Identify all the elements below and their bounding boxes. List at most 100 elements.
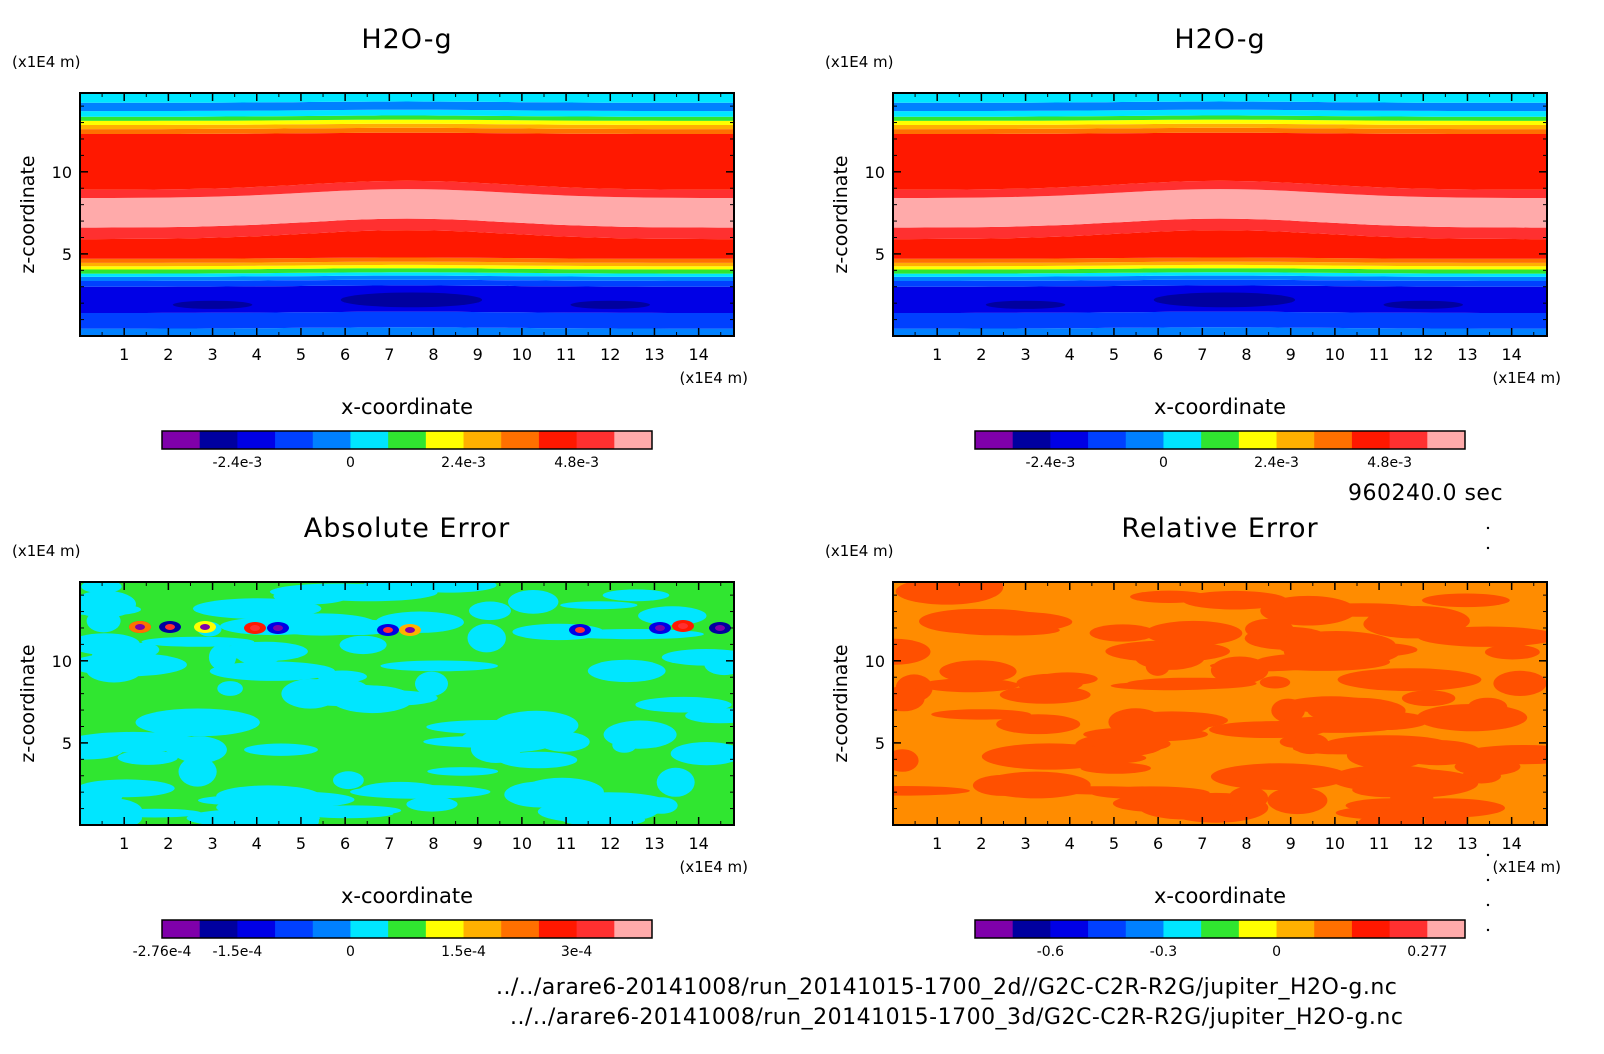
contour-patch-85 — [895, 582, 999, 605]
contour-band-4 — [893, 275, 1547, 281]
contour-patch-38 — [1144, 620, 1243, 646]
contour-band-14 — [80, 132, 734, 190]
panel-2: Absolute Error(x1E4 m)1 2 3 4 5 6 7 8 9 10 11 12 13 1… — [12, 513, 748, 960]
contour-patch-40 — [635, 696, 732, 713]
contour-blip-1 — [609, 93, 646, 102]
contour-band-10 — [80, 230, 734, 259]
x-tick-label: 6 — [1153, 345, 1163, 364]
colorbar-swatch — [1012, 431, 1051, 449]
x-tick-label: 8 — [428, 834, 438, 853]
contour-patch-23 — [80, 805, 142, 825]
contour-patch-62 — [538, 731, 590, 752]
y-unit-label: (x1E4 m) — [825, 542, 894, 560]
x-tick-label: 7 — [1197, 345, 1207, 364]
contour-patch-63 — [932, 609, 1050, 636]
contour-patch-94 — [1210, 660, 1316, 672]
x-tick-label: 4 — [1065, 834, 1075, 853]
contour-patch-27 — [108, 808, 202, 818]
contour-patch-87 — [127, 642, 160, 657]
x-unit-label: (x1E4 m) — [679, 369, 748, 387]
contour-patch-48 — [380, 660, 499, 672]
contour-patch-75 — [299, 583, 438, 602]
contour-patch-12 — [508, 590, 559, 614]
colorbar-swatch — [312, 920, 351, 938]
colorbar-swatch — [1163, 920, 1202, 938]
contour-band-17 — [893, 119, 1547, 125]
contour-patch-46 — [704, 653, 734, 676]
x-axis-label: x-coordinate — [341, 884, 473, 908]
colorbar-swatch — [162, 920, 201, 938]
x-tick-label: 11 — [556, 834, 576, 853]
contour-band-16 — [893, 123, 1547, 130]
contour-patch-90 — [244, 743, 318, 756]
panel-title: Relative Error — [1121, 513, 1318, 544]
colorbar-swatch — [1163, 431, 1202, 449]
x-tick-label: 8 — [428, 345, 438, 364]
contour-patch-24 — [560, 601, 638, 610]
contour-patch-44 — [469, 601, 511, 621]
colorbar-tick-label: 3e-4 — [561, 944, 593, 960]
y-unit-label: (x1E4 m) — [12, 542, 81, 560]
colorbar-swatch — [388, 920, 427, 938]
contour-blip-0 — [172, 93, 209, 102]
y-tick-label: 10 — [52, 652, 72, 671]
colorbar-tick-label: -2.76e-4 — [133, 944, 192, 960]
x-axis-label: x-coordinate — [1154, 884, 1286, 908]
contour-patch-42 — [612, 737, 637, 753]
x-tick-label: 2 — [976, 345, 986, 364]
colorbar-swatch — [199, 431, 238, 449]
contour-spot-core-3 — [200, 624, 210, 630]
x-axis-label: x-coordinate — [341, 395, 473, 419]
contour-band-20 — [893, 101, 1547, 112]
contour-patch-70 — [1226, 792, 1263, 808]
contour-band-10 — [893, 230, 1547, 259]
contour-patch-71 — [1116, 711, 1228, 730]
contour-patch-49 — [209, 661, 335, 681]
colorbar-swatch — [1088, 431, 1127, 449]
x-tick-label: 3 — [1020, 345, 1030, 364]
contour-band-3 — [80, 279, 734, 287]
contour-patch-89 — [285, 684, 411, 707]
contour-band-5 — [893, 272, 1547, 277]
x-tick-label: 9 — [1286, 345, 1296, 364]
x-unit-label: (x1E4 m) — [1492, 858, 1561, 876]
colorbar-swatch — [275, 431, 314, 449]
contour-patch-93 — [1225, 721, 1327, 738]
x-tick-label: 14 — [688, 345, 708, 364]
plot-area — [893, 582, 1547, 825]
contour-patch-29 — [670, 742, 734, 766]
x-tick-label: 10 — [512, 345, 532, 364]
contour-spot-core-2 — [165, 624, 175, 630]
plot-area — [893, 93, 1547, 336]
contour-lens-3 — [1383, 300, 1464, 309]
edge-dot-2 — [1486, 853, 1490, 857]
colorbar-tick-label: 0 — [346, 455, 355, 471]
x-tick-label: 6 — [340, 834, 350, 853]
contour-patch-68 — [504, 781, 577, 808]
x-tick-label: 9 — [473, 345, 483, 364]
colorbar-swatch — [1427, 431, 1466, 449]
colorbar-swatch — [1314, 431, 1353, 449]
contour-band-14 — [893, 132, 1547, 190]
contour-band-12 — [893, 189, 1547, 228]
colorbar-tick-label: 0 — [346, 944, 355, 960]
x-tick-label: 1 — [932, 345, 942, 364]
contour-band-21 — [893, 93, 1547, 103]
contour-patch-83 — [1417, 626, 1547, 647]
colorbar-tick-label: 1.5e-4 — [441, 944, 486, 960]
colorbar-tick-label: 0 — [1159, 455, 1168, 471]
colorbar-swatch — [1389, 920, 1428, 938]
x-tick-label: 7 — [1197, 834, 1207, 853]
y-axis-label: z-coordinate — [17, 644, 39, 762]
y-tick-label: 5 — [62, 245, 72, 264]
x-tick-label: 4 — [252, 345, 262, 364]
x-tick-label: 12 — [600, 834, 620, 853]
x-tick-label: 7 — [384, 834, 394, 853]
contour-patch-90 — [1307, 697, 1406, 724]
contour-patch-59 — [1089, 624, 1156, 642]
contour-blip-1 — [1422, 93, 1459, 102]
colorbar-tick-label: -2.4e-3 — [1025, 455, 1075, 471]
contour-patch-61 — [193, 598, 322, 619]
x-tick-label: 5 — [296, 345, 306, 364]
contour-band-16 — [80, 123, 734, 130]
